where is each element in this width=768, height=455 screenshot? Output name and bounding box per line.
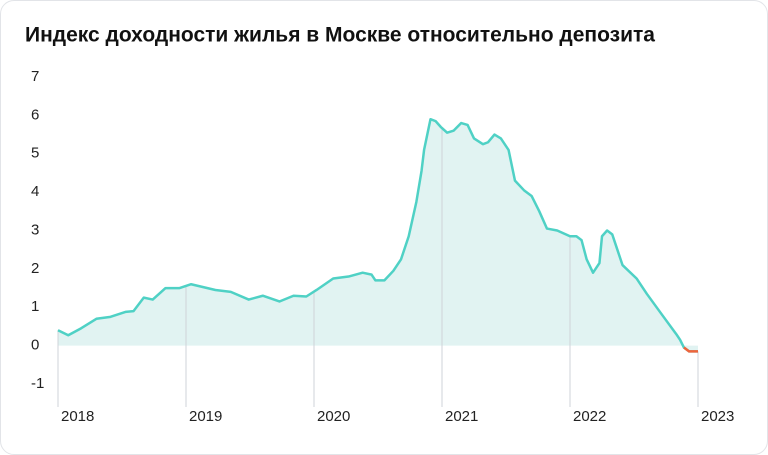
chart-title: Индекс доходности жилья в Москве относит…	[25, 24, 655, 47]
y-tick-label: 3	[31, 221, 39, 238]
y-tick-label: 5	[31, 145, 39, 162]
area	[58, 119, 698, 352]
y-tick-label: 0	[31, 337, 39, 354]
x-tick-label: 2019	[189, 408, 222, 425]
y-tick-label: 1	[31, 298, 39, 315]
y-tick-label: 4	[31, 183, 39, 200]
x-tick-label: 2023	[701, 408, 734, 425]
y-tick-label: 2	[31, 260, 39, 277]
y-tick-label: -1	[31, 375, 44, 392]
y-tick-label: 7	[31, 68, 39, 85]
line	[57, 117, 698, 353]
x-tick-label: 2022	[573, 408, 606, 425]
x-tick-label: 2018	[61, 408, 94, 425]
negative-line	[683, 346, 698, 353]
x-tick-label: 2020	[317, 408, 350, 425]
x-tick-label: 2021	[445, 408, 478, 425]
y-tick-label: 6	[31, 106, 39, 123]
